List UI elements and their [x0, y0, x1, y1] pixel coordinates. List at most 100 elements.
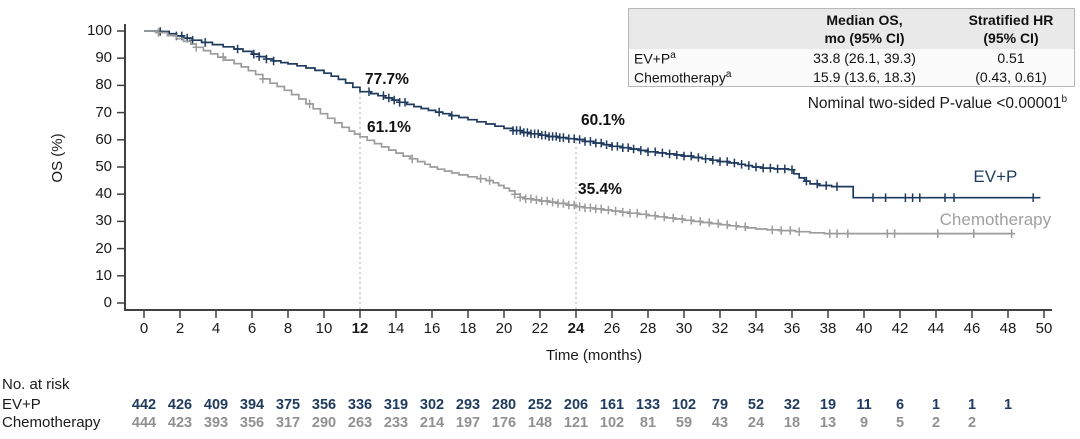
x-tick-label-50: 50 [1035, 320, 1053, 337]
at-risk-title: No. at risk [2, 376, 70, 393]
at-risk-evp-month-12: 336 [347, 397, 373, 413]
x-tick-label-30: 30 [675, 320, 693, 337]
at-risk-evp-month-42: 6 [895, 397, 905, 413]
annotation-35.4pct: 35.4% [578, 180, 622, 198]
at-risk-evp-month-8: 375 [275, 397, 301, 413]
at-risk-evp-month-22: 252 [527, 397, 553, 413]
at-risk-evp-month-40: 11 [856, 397, 872, 413]
y-tick-label-10: 10 [95, 266, 112, 284]
y-tick-label-50: 50 [95, 158, 112, 175]
summary-header-median-os: Median OS, mo (95% CI) [824, 12, 905, 46]
at-risk-evp-month-0: 442 [131, 397, 157, 413]
at-risk-chemo-month-0: 444 [131, 415, 157, 431]
y-tick-label-40: 40 [95, 185, 112, 203]
censor-marks-evp [156, 27, 1037, 202]
x-tick-label-38: 38 [819, 320, 837, 337]
summary-hr-value: 0.51 [997, 50, 1025, 66]
x-tick-label-34: 34 [747, 320, 765, 337]
at-risk-evp-month-20: 280 [491, 397, 517, 413]
at-risk-chemo-month-32: 43 [711, 415, 729, 431]
y-tick-label-90: 90 [95, 49, 112, 67]
y-tick-label-20: 20 [95, 239, 112, 257]
summary-chemo-median-os: 15.9 (13.6, 18.3) [813, 68, 916, 85]
at-risk-chemo-month-12: 263 [347, 415, 373, 431]
at-risk-evp-month-18: 293 [455, 397, 481, 413]
at-risk-chemo-month-4: 393 [203, 415, 229, 431]
x-tick-label-18: 18 [459, 320, 477, 337]
summary-row-chemo-label: Chemotherapya [629, 68, 779, 87]
x-tick-label-32: 32 [711, 320, 729, 337]
at-risk-evp-month-32: 79 [711, 397, 729, 413]
x-tick-label-0: 0 [139, 320, 149, 337]
x-tick-label-20: 20 [495, 320, 513, 337]
at-risk-chemo-month-2: 423 [167, 415, 193, 431]
at-risk-chemo-month-24: 121 [563, 415, 589, 431]
at-risk-chemo-month-44: 2 [931, 415, 941, 431]
y-tick-label-70: 70 [95, 103, 112, 121]
at-risk-chemo-month-14: 233 [383, 415, 409, 431]
y-tick-label-100: 100 [86, 22, 112, 39]
summary-table-header-row: Median OS, mo (95% CI) Stratified HR (95… [629, 9, 1074, 49]
y-tick-label-0: 0 [103, 294, 112, 311]
summary-row-evp-label-text: EV+P [634, 50, 671, 67]
curve-label-evp: EV+P [973, 166, 1018, 186]
at-risk-chemo-month-46: 2 [967, 415, 977, 431]
at-risk-evp-month-46: 1 [967, 397, 977, 413]
at-risk-chemo-month-10: 290 [311, 415, 337, 431]
x-tick-label-12: 12 [351, 320, 369, 337]
summary-header-stratified-hr: Stratified HR (95% CI) [968, 12, 1054, 46]
x-tick-label-22: 22 [531, 320, 549, 337]
at-risk-chemo-month-28: 81 [639, 415, 657, 431]
at-risk-evp-month-6: 394 [239, 397, 265, 413]
y-axis-title: OS (%) [49, 133, 66, 183]
x-tick-label-46: 46 [963, 320, 981, 337]
p-value-text: Nominal two-sided P-value <0.00001 [807, 95, 1062, 113]
summary-row-evp: EV+Pa 33.8 (26.1, 39.3) 0.51 [629, 49, 1074, 68]
at-risk-evp-month-16: 302 [419, 397, 445, 413]
at-risk-chemo-month-8: 317 [275, 415, 301, 431]
x-tick-label-36: 36 [783, 320, 801, 337]
at-risk-evp-month-10: 356 [311, 397, 337, 413]
at-risk-chemo-month-34: 24 [747, 415, 765, 431]
x-tick-label-2: 2 [175, 320, 185, 337]
x-axis-title: Time (months) [545, 347, 643, 364]
x-tick-label-4: 4 [211, 320, 221, 337]
at-risk-evp-month-2: 426 [167, 397, 193, 413]
at-risk-chemo-month-22: 148 [527, 415, 553, 431]
x-tick-label-24: 24 [567, 320, 585, 337]
summary-table: Median OS, mo (95% CI) Stratified HR (95… [628, 8, 1075, 88]
at-risk-chemo-month-18: 197 [455, 415, 481, 431]
y-tick-label-80: 80 [95, 76, 112, 94]
at-risk-row-evp-label: EV+P [2, 396, 41, 413]
x-tick-label-14: 14 [387, 320, 405, 337]
annotation-61.1pct: 61.1% [367, 118, 411, 136]
x-tick-label-42: 42 [891, 320, 909, 337]
censor-marks-chemo [154, 28, 1016, 238]
x-tick-label-48: 48 [999, 320, 1017, 337]
at-risk-evp-month-14: 319 [383, 397, 409, 413]
at-risk-chemo-month-40: 9 [859, 415, 869, 431]
at-risk-evp-month-24: 206 [563, 397, 589, 413]
at-risk-chemo-month-20: 176 [491, 415, 517, 431]
summary-row-chemo-label-text: Chemotherapy [634, 69, 726, 86]
at-risk-evp-month-36: 32 [783, 397, 801, 413]
y-tick-label-60: 60 [95, 130, 112, 148]
at-risk-chemo-month-36: 18 [783, 415, 801, 431]
x-tick-label-40: 40 [855, 320, 873, 337]
at-risk-evp-month-38: 19 [819, 397, 837, 413]
at-risk-evp-month-30: 102 [671, 397, 697, 413]
x-tick-label-44: 44 [927, 320, 945, 337]
summary-hr-ci: (0.43, 0.61) [975, 68, 1047, 85]
at-risk-chemo-month-16: 214 [419, 415, 445, 431]
summary-evp-median-os: 33.8 (26.1, 39.3) [813, 50, 916, 66]
at-risk-evp-month-44: 1 [931, 397, 941, 413]
annotation-77.7pct: 77.7% [365, 70, 409, 88]
at-risk-evp-month-48: 1 [1003, 397, 1013, 413]
at-risk-chemo-month-6: 356 [239, 415, 265, 431]
at-risk-evp-month-34: 52 [747, 397, 765, 413]
y-tick-label-30: 30 [95, 212, 112, 230]
summary-row-evp-footnote-marker: a [670, 50, 676, 61]
summary-row-evp-label: EV+Pa [629, 49, 779, 68]
